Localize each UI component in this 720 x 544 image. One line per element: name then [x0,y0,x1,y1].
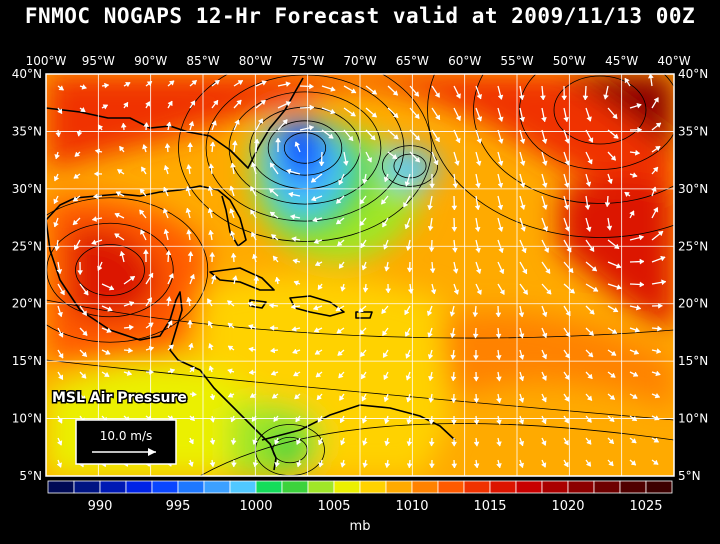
lat-label-left: 20°N [12,297,42,311]
lat-label-left: 25°N [12,239,42,253]
lon-label: 95°W [82,54,115,68]
colorbar-tick-label: 990 [88,499,113,514]
colorbar-swatch [152,481,178,493]
lat-label-left: 35°N [12,124,42,138]
colorbar-swatch [646,481,672,493]
colorbar-swatch [74,481,100,493]
colorbar-swatch [516,481,542,493]
colorbar-swatch [412,481,438,493]
colorbar-swatch [438,481,464,493]
lat-label-right: 40°N [678,67,708,81]
colorbar-swatch [126,481,152,493]
lat-label-left: 15°N [12,354,42,368]
lon-label: 65°W [396,54,429,68]
colorbar-swatch [230,481,256,493]
colorbar-tick-label: 1020 [551,499,584,514]
lat-label-right: 15°N [678,354,708,368]
lon-label: 70°W [343,54,376,68]
lon-label: 100°W [26,54,67,68]
colorbar-swatch [568,481,594,493]
wind-scale-box: 10.0 m/s [76,420,176,464]
lat-label-right: 10°N [678,412,708,426]
colorbar [48,481,672,493]
lon-label: 60°W [448,54,481,68]
colorbar-tick-label: 1005 [317,499,350,514]
field-label: MSL Air Pressure [52,390,187,406]
colorbar-swatch [386,481,412,493]
lat-label-right: 35°N [678,124,708,138]
lat-label-left: 5°N [19,469,42,483]
colorbar-swatch [360,481,386,493]
lat-label-right: 20°N [678,297,708,311]
colorbar-unit: mb [350,519,371,534]
lat-label-left: 30°N [12,182,42,196]
colorbar-swatch [48,481,74,493]
lon-label: 40°W [657,54,690,68]
colorbar-swatch [464,481,490,493]
lon-label: 50°W [553,54,586,68]
colorbar-swatch [256,481,282,493]
colorbar-swatch [308,481,334,493]
colorbar-swatch [204,481,230,493]
lat-label-left: 10°N [12,412,42,426]
colorbar-tick-label: 1015 [473,499,506,514]
figure-title: FNMOC NOGAPS 12-Hr Forecast valid at 200… [0,4,720,28]
colorbar-swatch [282,481,308,493]
colorbar-swatch [542,481,568,493]
colorbar-swatch [594,481,620,493]
lon-label: 85°W [186,54,219,68]
lat-label-left: 40°N [12,67,42,81]
colorbar-tick-label: 995 [166,499,191,514]
colorbar-tick-label: 1000 [239,499,272,514]
colorbar-swatch [490,481,516,493]
colorbar-tick-label: 1025 [629,499,662,514]
colorbar-swatch [334,481,360,493]
lon-label: 55°W [500,54,533,68]
lon-label: 45°W [605,54,638,68]
lat-label-right: 30°N [678,182,708,196]
wind-scale-label: 10.0 m/s [100,429,153,443]
lat-label-right: 5°N [678,469,701,483]
colorbar-swatch [178,481,204,493]
lon-label: 90°W [134,54,167,68]
lat-label-right: 25°N [678,239,708,253]
colorbar-tick-label: 1010 [395,499,428,514]
colorbar-swatch [620,481,646,493]
lon-label: 75°W [291,54,324,68]
lon-label: 80°W [239,54,272,68]
colorbar-swatch [100,481,126,493]
